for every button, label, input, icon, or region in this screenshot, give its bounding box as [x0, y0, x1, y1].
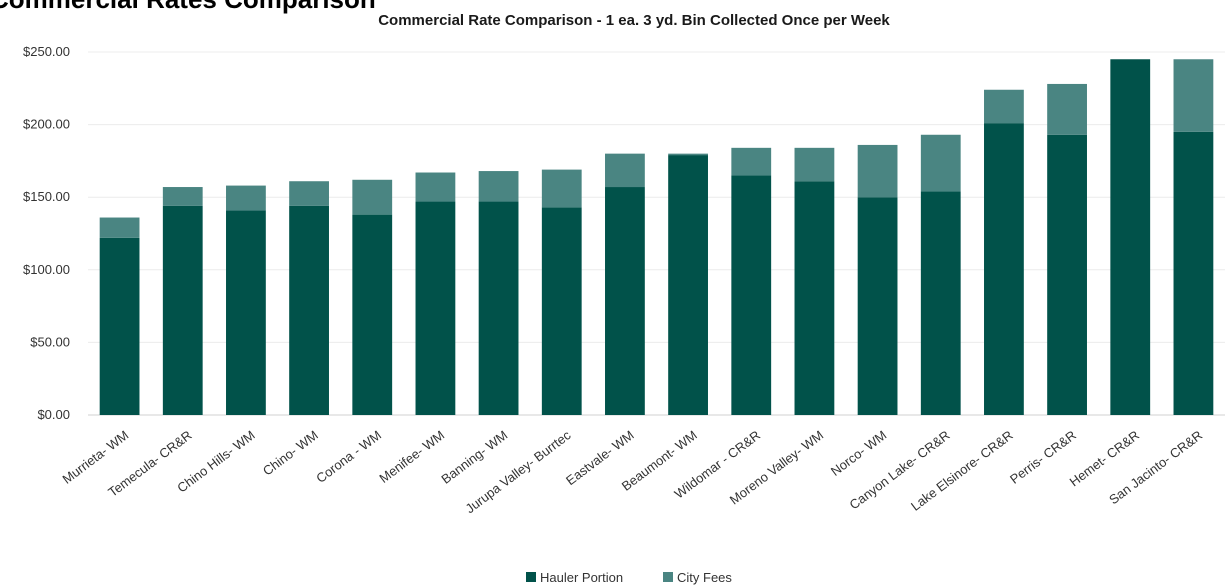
bar-hauler-portion [668, 155, 708, 416]
bar-hauler-portion [1047, 134, 1087, 415]
bar-hauler-portion [1173, 131, 1214, 416]
legend-swatch-hauler-portion [526, 572, 536, 582]
bar-hauler-portion [289, 205, 329, 415]
legend-label-city-fees: City Fees [677, 570, 732, 585]
bars [99, 59, 1214, 416]
y-tick-label: $150.00 [23, 189, 70, 204]
x-tick-label: Menifee- WM [376, 427, 447, 485]
bar-city-fees [920, 134, 961, 192]
bar-city-fees [605, 153, 645, 188]
y-tick-label: $50.00 [30, 334, 70, 349]
x-tick-label: Lake Elsinore- CR&R [908, 427, 1016, 513]
bar-hauler-portion [1110, 59, 1151, 415]
chart-title: Commercial Rate Comparison - 1 ea. 3 yd.… [378, 12, 890, 29]
bar-city-fees [857, 144, 898, 198]
y-axis-ticks: $0.00 $50.00 $100.00 $150.00 $200.00 $250.00 [23, 44, 70, 422]
y-tick-label: $0.00 [37, 407, 70, 422]
bar-hauler-portion [541, 207, 582, 415]
legend: Hauler Portion City Fees [526, 570, 732, 585]
bar-hauler-portion [731, 175, 772, 415]
bar-city-fees [478, 171, 519, 202]
bar-city-fees [731, 147, 772, 176]
bar-hauler-portion [162, 205, 203, 415]
bar-city-fees [1047, 83, 1087, 135]
x-tick-label: Corona - WM [313, 427, 384, 485]
bar-city-fees [1173, 59, 1214, 132]
bar-hauler-portion [605, 187, 645, 415]
bar-city-fees [352, 179, 393, 215]
bar-city-fees [541, 169, 582, 208]
legend-swatch-city-fees [663, 572, 673, 582]
bar-city-fees [99, 217, 140, 238]
bar-hauler-portion [352, 214, 393, 415]
bar-hauler-portion [226, 210, 266, 415]
bar-hauler-portion [984, 123, 1024, 415]
bar-city-fees [794, 147, 835, 182]
y-tick-label: $250.00 [23, 44, 70, 59]
y-tick-label: $100.00 [23, 262, 70, 277]
bar-hauler-portion [99, 237, 140, 415]
legend-label-hauler-portion: Hauler Portion [540, 570, 623, 585]
bar-city-fees [984, 89, 1024, 124]
x-tick-label: Chino- WM [260, 427, 321, 478]
x-tick-label: Jurupa Valley- Burrtec [463, 427, 574, 516]
cropped-heading: Commercial Rates Comparison [0, 0, 376, 14]
bar-hauler-portion [857, 197, 898, 415]
bar-city-fees [668, 153, 708, 156]
bar-city-fees [415, 172, 456, 202]
bar-hauler-portion [415, 201, 456, 415]
bar-city-fees [162, 187, 203, 206]
y-tick-label: $200.00 [23, 117, 70, 132]
bar-hauler-portion [478, 201, 519, 415]
x-tick-label: Norco- WM [828, 427, 890, 479]
bar-hauler-portion [794, 181, 835, 415]
gridlines [88, 51, 1225, 416]
bar-city-fees [289, 181, 329, 206]
bar-city-fees [226, 185, 266, 211]
bar-hauler-portion [920, 191, 961, 415]
